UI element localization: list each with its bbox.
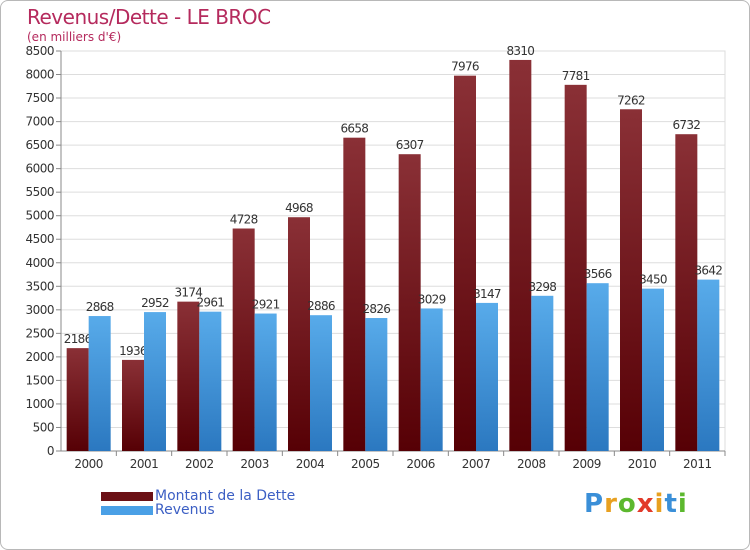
legend-item-revenus: Revenus (101, 502, 215, 518)
data-label-dette: 6732 (672, 118, 700, 132)
data-label-dette: 6307 (396, 138, 424, 152)
data-label-dette: 3174 (174, 286, 202, 300)
x-tick-label: 2006 (406, 457, 435, 471)
data-label-dette: 1936 (119, 344, 147, 358)
bar-dette (66, 348, 89, 451)
bar-revenus (476, 302, 498, 451)
logo-letter: t (664, 489, 678, 519)
legend-swatch-dette (101, 491, 153, 501)
x-tick-label: 2008 (517, 457, 546, 471)
x-tick-label: 2000 (74, 457, 103, 471)
y-tick-label: 0 (47, 444, 54, 458)
logo-letter: i (654, 489, 665, 519)
legend-label-revenus: Revenus (155, 502, 215, 518)
bar-revenus (531, 295, 554, 451)
data-label-dette: 7262 (617, 93, 645, 107)
logo-letter: x (636, 489, 655, 519)
bar-revenus (144, 312, 166, 451)
bar-dette (675, 134, 698, 451)
bar-dette (398, 154, 421, 451)
data-label-dette: 2186 (64, 332, 92, 346)
data-label-revenus: 3642 (694, 264, 722, 278)
y-tick-label: 4500 (25, 232, 54, 246)
y-tick-label: 1000 (25, 397, 54, 411)
data-label-dette: 4968 (285, 201, 313, 215)
bar-revenus (586, 283, 609, 451)
legend-item-dette: Montant de la Dette (101, 488, 295, 504)
bar-dette (288, 217, 310, 451)
x-tick-label: 2007 (462, 457, 491, 471)
x-tick-label: 2009 (572, 457, 601, 471)
bar-revenus (310, 315, 332, 451)
chart-subtitle: (en milliers d'€) (27, 30, 122, 44)
bar-dette (454, 75, 476, 452)
data-label-revenus: 2952 (141, 296, 169, 310)
y-tick-label: 2000 (25, 350, 54, 364)
y-tick-label: 7500 (25, 91, 54, 105)
x-tick-label: 2005 (351, 457, 380, 471)
bar-dette (509, 59, 532, 452)
x-tick-label: 2010 (628, 457, 657, 471)
logo-letter: o (617, 489, 637, 519)
plot-area (60, 50, 726, 452)
bar-revenus (88, 316, 111, 451)
bar-dette (122, 359, 144, 451)
data-label-dette: 6658 (340, 122, 368, 136)
proxiti-logo: Proxiti (584, 489, 688, 519)
y-tick-label: 5500 (25, 185, 54, 199)
bar-revenus (254, 313, 277, 451)
y-tick-label: 2500 (25, 326, 54, 340)
y-tick-label: 6000 (25, 162, 54, 176)
data-label-revenus: 3566 (584, 267, 612, 281)
logo-letter: r (604, 489, 618, 519)
bar-revenus (697, 279, 720, 451)
y-tick-label: 7000 (25, 115, 54, 129)
bar-revenus (365, 318, 388, 451)
logo-letter: i (677, 489, 688, 519)
y-tick-label: 6500 (25, 138, 54, 152)
data-label-revenus: 3147 (473, 287, 501, 301)
legend-swatch-revenus (101, 505, 153, 515)
data-label-dette: 7976 (451, 60, 479, 74)
data-label-revenus: 2886 (307, 299, 335, 313)
bar-revenus (642, 288, 664, 451)
data-label-dette: 7781 (562, 69, 590, 83)
bar-dette (177, 301, 200, 451)
y-tick-label: 1500 (25, 373, 54, 387)
data-label-revenus: 2961 (196, 296, 224, 310)
y-tick-label: 5000 (25, 209, 54, 223)
data-label-revenus: 3450 (639, 273, 667, 287)
data-label-revenus: 2868 (86, 300, 114, 314)
bar-revenus (420, 308, 443, 451)
bar-revenus (199, 311, 222, 451)
data-label-revenus: 3298 (528, 280, 556, 294)
data-label-revenus: 2826 (362, 302, 390, 316)
x-tick-label: 2011 (683, 457, 712, 471)
legend-label-dette: Montant de la Dette (155, 488, 296, 504)
bar-dette (232, 228, 255, 451)
y-tick-label: 3500 (25, 279, 54, 293)
x-tick-label: 2002 (185, 457, 214, 471)
x-tick-label: 2004 (296, 457, 325, 471)
data-label-dette: 8310 (506, 44, 534, 58)
data-label-dette: 4728 (230, 213, 258, 227)
y-tick-label: 3000 (25, 303, 54, 317)
y-tick-label: 500 (33, 420, 54, 434)
data-label-revenus: 2921 (252, 298, 280, 312)
bar-dette (620, 109, 642, 452)
bar-dette (343, 137, 366, 451)
x-tick-label: 2003 (240, 457, 269, 471)
y-tick-label: 8500 (25, 44, 54, 58)
bar-dette (564, 84, 587, 451)
logo-letter: P (584, 489, 605, 519)
chart-title: Revenus/Dette - LE BROC (27, 5, 271, 29)
x-tick-label: 2001 (130, 457, 159, 471)
data-label-revenus: 3029 (418, 292, 446, 306)
y-tick-label: 4000 (25, 256, 54, 270)
y-tick-label: 8000 (25, 68, 54, 82)
